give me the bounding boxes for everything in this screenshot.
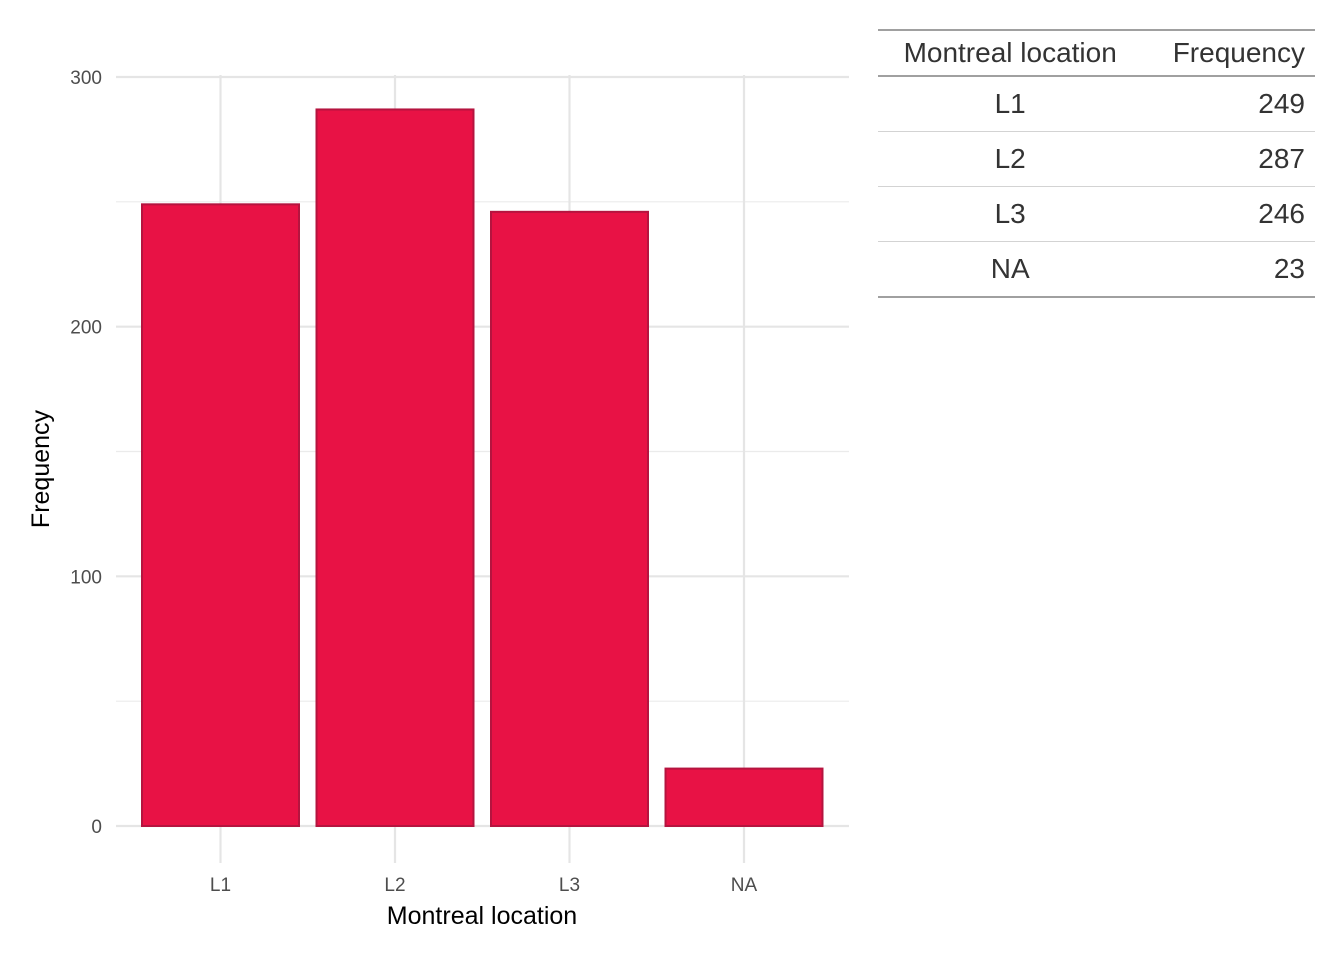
table-row: NA 23 xyxy=(878,242,1315,298)
table-row: L2 287 xyxy=(878,131,1315,187)
cell-frequency: 249 xyxy=(1142,76,1315,132)
bar-l2 xyxy=(315,108,475,827)
x-tick-label: L2 xyxy=(384,875,405,896)
cell-location: L1 xyxy=(878,76,1143,132)
bar-l3 xyxy=(490,210,649,827)
cell-location: L2 xyxy=(878,131,1143,187)
bar-na xyxy=(664,767,824,827)
cell-location: NA xyxy=(990,253,1030,284)
y-tick-label: 200 xyxy=(70,318,102,339)
y-tick-label: 100 xyxy=(70,567,102,588)
x-tick-label: L1 xyxy=(210,875,231,896)
table-row: L1 249 xyxy=(878,76,1315,132)
bar-l1 xyxy=(141,203,300,827)
header-montreal-location: Montreal location xyxy=(878,30,1143,77)
x-axis-title: Montreal location xyxy=(387,902,577,930)
x-tick-label: NA xyxy=(731,875,758,896)
header-frequency: Frequency xyxy=(1142,30,1315,77)
x-tick-labels: L1 L2 L3 NA xyxy=(210,875,758,896)
y-axis-title: Frequency xyxy=(27,409,55,528)
bars xyxy=(141,108,824,827)
x-tick-label: L3 xyxy=(559,875,580,896)
cell-location: L3 xyxy=(878,186,1143,242)
bar-chart: 0 100 200 300 L1 L2 L3 NA Montreal location Fr… xyxy=(27,68,849,930)
y-tick-labels: 0 100 200 300 xyxy=(70,68,102,838)
cell-frequency: 287 xyxy=(1142,131,1315,187)
cell-frequency: 23 xyxy=(1273,253,1305,284)
frequency-table: Montreal location Frequency L1 249 L2 28… xyxy=(878,29,1315,298)
y-tick-label: 0 xyxy=(91,817,102,838)
table-header-row: Montreal location Frequency xyxy=(878,30,1315,77)
y-tick-label: 300 xyxy=(70,68,102,89)
table-row: L3 246 xyxy=(878,186,1315,242)
cell-frequency: 246 xyxy=(1142,186,1315,242)
